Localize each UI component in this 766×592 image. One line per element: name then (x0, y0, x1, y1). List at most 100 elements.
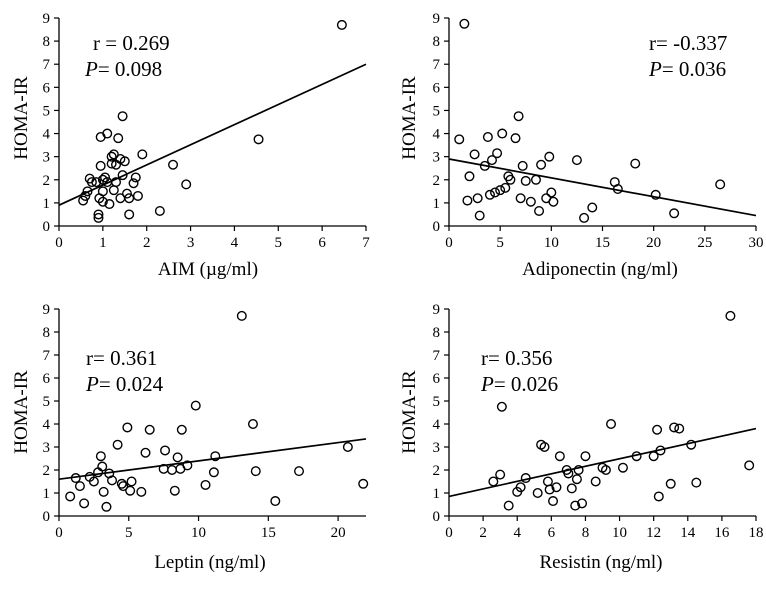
y-tick-label: 8 (43, 34, 51, 50)
data-point (78, 195, 89, 206)
data-point (566, 483, 577, 494)
data-point (554, 451, 565, 462)
data-point (536, 159, 547, 170)
data-point (482, 132, 493, 143)
y-tick-label: 1 (43, 196, 51, 212)
data-point (495, 469, 506, 480)
x-ticks: 0 1 2 3 4 5 6 7 (55, 226, 370, 251)
data-point (650, 189, 661, 200)
p-symbol: P (480, 372, 494, 396)
x-tick-label: 14 (680, 525, 696, 541)
y-tick-label: 2 (433, 173, 441, 189)
data-point (551, 482, 562, 493)
data-point (497, 128, 508, 139)
data-point (82, 186, 93, 197)
data-point (86, 177, 97, 188)
data-point (484, 189, 495, 200)
y-tick-label: 9 (433, 302, 441, 318)
data-point (107, 475, 118, 486)
x-tick-label: 25 (697, 235, 712, 251)
y-tick-label: 1 (43, 486, 51, 502)
data-point (474, 210, 485, 221)
r-value-label: r = 0.269 (93, 31, 170, 55)
data-point (128, 178, 139, 189)
points-group (454, 18, 726, 223)
y-tick-label: 7 (433, 57, 441, 73)
data-point (548, 496, 559, 507)
fit-line (448, 427, 757, 498)
points-group (78, 19, 347, 223)
y-tick-label: 2 (43, 173, 51, 189)
data-point (117, 170, 128, 181)
data-point (132, 190, 143, 201)
y-tick-label: 9 (43, 11, 51, 27)
data-point (168, 159, 179, 170)
y-tick-label: 4 (433, 417, 441, 433)
x-tick-label: 10 (612, 525, 627, 541)
x-tick-label: 6 (318, 235, 326, 251)
data-point (577, 498, 588, 509)
data-point (513, 111, 524, 122)
data-point (669, 422, 680, 433)
data-point (725, 310, 736, 321)
data-point (548, 196, 559, 207)
y-axis-title: HOMA-IR (11, 370, 32, 454)
data-point (167, 465, 178, 476)
data-point (140, 447, 151, 458)
data-point (208, 467, 219, 478)
data-point (534, 205, 545, 216)
y-tick-label: 3 (433, 440, 441, 456)
x-tick-label: 0 (55, 235, 63, 251)
data-point (744, 460, 755, 471)
x-tick-label: 20 (646, 235, 661, 251)
data-point (154, 205, 165, 216)
data-point (563, 468, 574, 479)
y-ticks: 0 1 2 3 4 5 6 7 8 9 (43, 11, 59, 235)
data-point (95, 160, 106, 171)
data-point (486, 155, 497, 166)
data-point (101, 501, 112, 512)
data-point (472, 193, 483, 204)
data-point (200, 479, 211, 490)
panel-leptin: 0 1 2 3 4 5 6 7 8 9 0 5 10 15 20 HOMA-IR Leptin (ng/m… (11, 302, 369, 573)
y-tick-label: 0 (433, 509, 441, 525)
data-point (665, 478, 676, 489)
data-point (510, 133, 521, 144)
data-point (459, 18, 470, 29)
x-tick-label: 5 (496, 235, 504, 251)
y-tick-label: 8 (43, 325, 51, 341)
data-point (539, 442, 550, 453)
data-point (93, 212, 104, 223)
data-point (691, 477, 702, 488)
x-tick-label: 2 (143, 235, 151, 251)
p-value-label: P= 0.098 (84, 57, 162, 81)
data-point (488, 476, 499, 487)
data-point (210, 451, 221, 462)
data-point (236, 310, 247, 321)
data-point (172, 452, 183, 463)
data-point (95, 451, 106, 462)
data-point (176, 424, 187, 435)
r-value-label: r= 0.356 (481, 346, 552, 370)
y-tick-label: 4 (43, 417, 51, 433)
data-point (525, 196, 536, 207)
x-tick-label: 4 (513, 525, 521, 541)
fit-line (58, 438, 367, 481)
y-tick-label: 4 (433, 127, 441, 143)
data-point (571, 474, 582, 485)
data-point (169, 485, 180, 496)
y-tick-label: 3 (43, 150, 51, 166)
data-point (617, 462, 628, 473)
x-tick-label: 15 (261, 525, 276, 541)
fit-line (58, 63, 367, 206)
x-tick-label: 0 (445, 525, 453, 541)
data-point (294, 466, 305, 477)
x-tick-label: 0 (55, 525, 63, 541)
y-tick-label: 2 (433, 463, 441, 479)
y-ticks: 0 1 2 3 4 5 6 7 8 9 (43, 302, 59, 525)
points-group (65, 310, 369, 512)
data-point (580, 451, 591, 462)
p-number: = 0.036 (662, 57, 726, 81)
